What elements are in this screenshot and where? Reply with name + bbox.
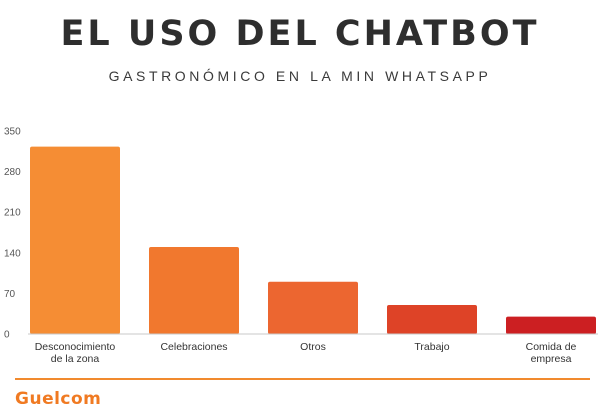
x-category-line: de la zona — [51, 353, 100, 365]
x-category-label: Desconocimiento de la zona — [35, 341, 116, 365]
brand-logo-g: G — [15, 389, 30, 409]
y-axis-ticks: 0 70 140 210 280 350 — [4, 127, 21, 341]
x-category-line: empresa — [531, 353, 572, 365]
bar — [506, 316, 596, 334]
y-tick-label: 70 — [4, 289, 16, 300]
y-tick-label: 140 — [4, 248, 21, 259]
brand-logo: Guelcom — [15, 389, 101, 409]
bar — [387, 305, 477, 334]
x-category-label: Trabajo — [414, 341, 449, 353]
x-category-label: Otros — [300, 341, 326, 353]
y-tick-label: 280 — [4, 167, 21, 178]
footer-divider — [15, 378, 590, 380]
x-category-line: Otros — [300, 341, 326, 353]
brand-logo-rest: uelcom — [29, 389, 102, 409]
y-tick-label: 350 — [4, 127, 21, 138]
x-category-label: Celebraciones — [160, 341, 227, 353]
x-category-line: Desconocimiento — [35, 341, 116, 353]
x-category-line: Trabajo — [414, 341, 449, 353]
x-category-line: Celebraciones — [160, 341, 227, 353]
bar — [149, 247, 239, 334]
bars — [30, 146, 596, 334]
x-axis-categories: Desconocimiento de la zona Celebraciones Ot… — [35, 341, 577, 365]
chart-title: EL USO DEL CHATBOT — [60, 14, 540, 54]
y-tick-label: 210 — [4, 208, 21, 219]
bar — [30, 146, 120, 334]
chart-subtitle: GASTRONÓMICO EN LA MIN WHATSAPP — [108, 68, 492, 84]
y-tick-label: 0 — [4, 330, 10, 341]
x-category-label: Comida de empresa — [526, 341, 577, 365]
bar — [268, 281, 358, 334]
x-category-line: Comida de — [526, 341, 577, 353]
